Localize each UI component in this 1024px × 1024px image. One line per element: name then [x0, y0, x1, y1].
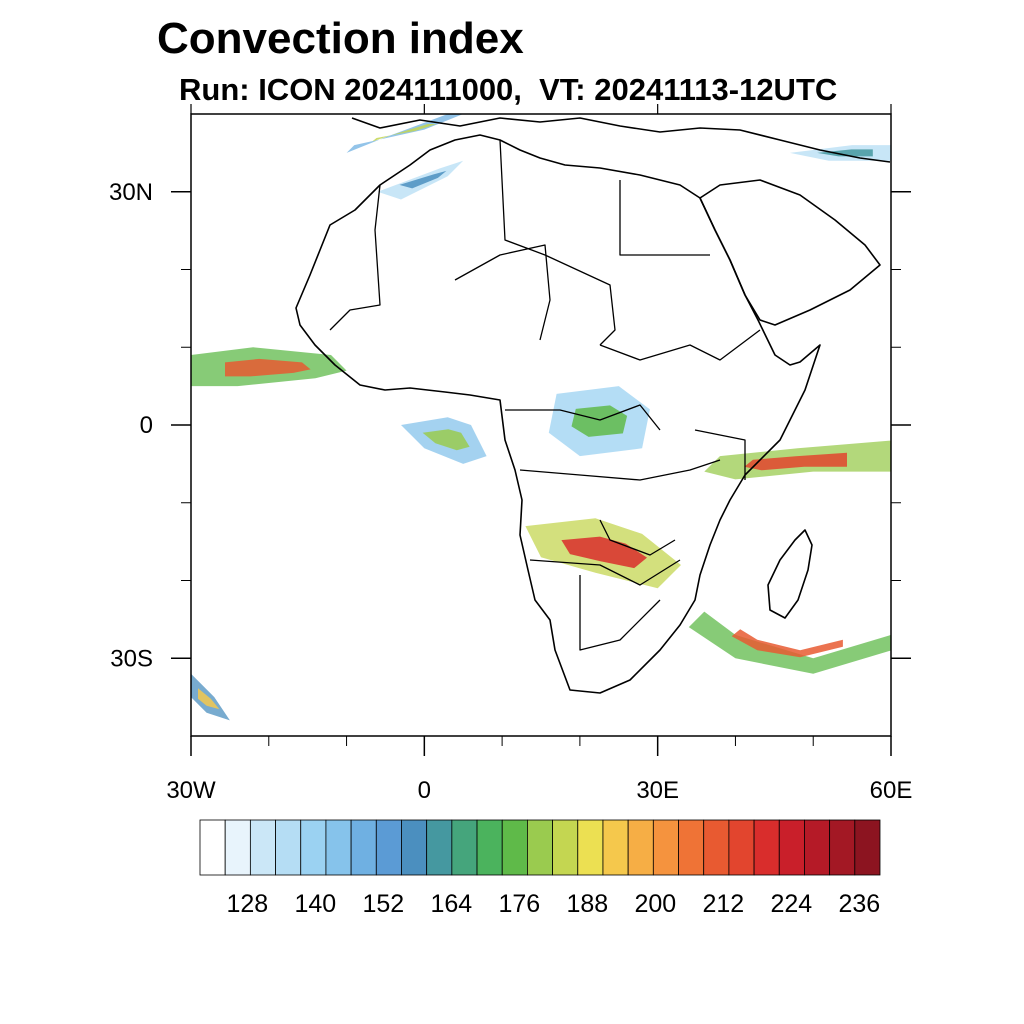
colorbar-swatch: [300, 819, 327, 876]
colorbar-swatch: [476, 819, 503, 876]
colorbar-swatch: [703, 819, 730, 876]
colorbar-swatch: [602, 819, 629, 876]
colorbar-label: 164: [430, 890, 472, 918]
colorbar-label: 188: [566, 890, 608, 918]
colorbar-swatch: [854, 819, 881, 876]
arabia-coastline: [699, 179, 881, 326]
colorbar-label: 224: [770, 890, 812, 918]
colorbar-swatch: [501, 819, 528, 876]
country-borders: [329, 139, 761, 651]
colorbar-label: 152: [362, 890, 404, 918]
convection-core-5: [744, 452, 847, 471]
colorbar-swatch: [401, 819, 428, 876]
colorbar-label: 236: [838, 890, 880, 918]
colorbar-swatch: [249, 819, 276, 876]
colorbar-label: 212: [702, 890, 744, 918]
x-tick-label: 0: [418, 777, 431, 804]
convection-region-6: [688, 611, 891, 674]
convection-core-4: [561, 536, 647, 569]
colorbar-swatch: [275, 819, 302, 876]
convection-core-9: [399, 170, 447, 189]
x-tick-label: 30E: [636, 777, 679, 804]
colorbar-swatch: [577, 819, 604, 876]
colorbar-swatch: [753, 819, 780, 876]
convection-core-10: [817, 149, 873, 157]
colorbar-swatch: [652, 819, 679, 876]
madagascar-coastline: [767, 529, 813, 619]
colorbar-swatch: [552, 819, 579, 876]
convection-core-3: [571, 405, 628, 437]
y-tick-label: 30S: [110, 645, 153, 672]
colorbar-label: 200: [634, 890, 676, 918]
colorbar: 128 140 152 164 176 188 200 212 224 236: [199, 819, 881, 918]
convection-core-7: [198, 688, 220, 710]
map-frame: [190, 113, 892, 737]
x-tick-label: 30W: [166, 777, 216, 804]
convection-core-6: [731, 629, 843, 658]
convection-core-1: [225, 358, 311, 377]
colorbar-label: 176: [498, 890, 540, 918]
colorbar-swatch: [678, 819, 705, 876]
colorbar-swatch: [224, 819, 251, 876]
colorbar-swatch: [375, 819, 402, 876]
x-tick-label: 60E: [870, 777, 913, 804]
convection-core-2: [422, 429, 470, 451]
convection-field: [191, 114, 891, 721]
colorbar-swatch: [325, 819, 352, 876]
europe-coastline: [351, 117, 891, 163]
colorbar-swatch: [199, 819, 226, 876]
colorbar-swatch: [451, 819, 478, 876]
y-tick-label: 0: [140, 412, 153, 439]
colorbar-swatch: [627, 819, 654, 876]
colorbar-swatch: [778, 819, 805, 876]
convection-region-7: [191, 673, 230, 721]
chart-subtitle: Run: ICON 2024111000, VT: 20241113-12UTC: [179, 72, 838, 107]
colorbar-swatch: [728, 819, 755, 876]
colorbar-label: 140: [294, 890, 336, 918]
y-tick-label: 30N: [109, 179, 153, 206]
colorbar-swatch: [426, 819, 453, 876]
axis-ticks: 30W 0 30E 60E 30N 0 30S: [109, 104, 912, 804]
colorbar-swatch: [527, 819, 553, 876]
chart-title: Convection index: [157, 14, 524, 63]
colorbar-swatch: [804, 819, 831, 876]
colorbar-label: 128: [226, 890, 268, 918]
colorbar-swatch: [829, 819, 856, 876]
convection-core-8: [372, 124, 437, 142]
convection-region-8: [346, 114, 464, 153]
colorbar-swatch: [350, 819, 377, 876]
